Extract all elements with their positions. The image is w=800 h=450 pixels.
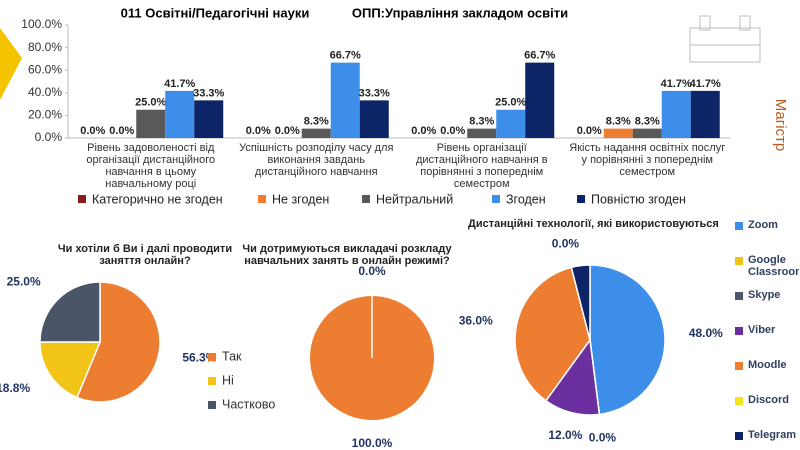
legend-swatch <box>735 222 743 230</box>
decoration <box>0 28 22 100</box>
bar <box>603 128 633 138</box>
pie-title: Чи хотіли б Ви і далі проводити заняття … <box>57 243 233 267</box>
data-label: 0.0% <box>80 125 105 137</box>
bar <box>690 90 720 138</box>
chart-title: 011 Освітні/Педагогічні науки <box>121 5 310 20</box>
data-label: 0.0% <box>577 125 602 137</box>
data-label: 66.7% <box>330 50 361 62</box>
legend-label: Нейтральний <box>376 192 453 206</box>
data-label: 100.0% <box>352 436 393 450</box>
legend-label: Категорично не згоден <box>92 192 223 206</box>
y-tick-label: 60.0% <box>28 62 62 76</box>
legend-swatch <box>492 195 500 203</box>
chart-subtitle: ОПП:Управління закладом освіти <box>352 5 568 20</box>
legend-label: Ні <box>222 373 234 387</box>
legend-swatch <box>735 397 743 405</box>
legend-swatch <box>78 195 86 203</box>
y-tick-label: 80.0% <box>28 40 62 54</box>
pie-slice <box>39 341 102 399</box>
data-label: 25.0% <box>7 275 41 289</box>
y-tick-label: 0.0% <box>35 130 63 144</box>
data-label: 8.3% <box>606 116 631 128</box>
legend-swatch <box>208 353 216 361</box>
y-tick-label: 20.0% <box>28 108 62 122</box>
pie-title: Чи дотримуються викладачі розкладу навча… <box>242 243 452 267</box>
data-label: 12.0% <box>548 428 582 442</box>
data-label: 33.3% <box>193 87 224 99</box>
data-label: 0.0% <box>552 236 580 250</box>
legend-swatch <box>735 432 743 440</box>
data-label: 41.7% <box>164 78 195 90</box>
data-label: 66.7% <box>524 50 555 62</box>
bar <box>165 90 195 138</box>
data-label: 25.0% <box>495 97 526 109</box>
data-label: 25.0% <box>135 97 166 109</box>
bar <box>301 128 331 138</box>
bar <box>496 109 526 138</box>
legend-label: Не згоден <box>272 192 329 206</box>
bar <box>136 109 166 138</box>
bar <box>661 90 691 138</box>
data-label: 41.7% <box>661 78 692 90</box>
legend-swatch <box>362 195 370 203</box>
legend-swatch <box>735 292 743 300</box>
data-label: 18.8% <box>0 381 30 395</box>
legend-label: Zoom <box>748 219 778 231</box>
legend-swatch <box>577 195 585 203</box>
data-label: 8.3% <box>469 116 494 128</box>
data-label: 36.0% <box>459 314 493 328</box>
data-label: 0.0% <box>411 125 436 137</box>
data-label: 0.0% <box>246 125 271 137</box>
bar <box>194 100 224 138</box>
x-tick-label: Успішність розподілу часу для виконання … <box>239 142 394 178</box>
pie-slice <box>76 281 161 403</box>
bar <box>359 100 389 138</box>
bar <box>467 128 497 138</box>
data-label: 0.0% <box>358 264 386 278</box>
legend-swatch <box>208 377 216 385</box>
pie-slice <box>589 264 666 416</box>
legend-label: Повністю згоден <box>591 192 686 206</box>
bar <box>330 62 360 139</box>
side-label: Магістр <box>772 99 789 152</box>
data-label: 0.0% <box>109 125 134 137</box>
data-label: 41.7% <box>690 78 721 90</box>
data-label: 33.3% <box>359 87 390 99</box>
pie-slice <box>514 266 591 402</box>
legend-swatch <box>735 327 743 335</box>
legend-swatch <box>735 257 743 265</box>
bar <box>632 128 662 138</box>
data-label: 8.3% <box>304 116 329 128</box>
x-tick-label: Рівень організації дистанційного навчанн… <box>415 142 548 190</box>
data-label: 0.0% <box>275 125 300 137</box>
legend-swatch <box>258 195 266 203</box>
legend-label: Viber <box>748 324 776 336</box>
pie-slice <box>570 264 591 341</box>
legend-label: Skype <box>748 289 781 301</box>
legend-label: Так <box>222 349 242 363</box>
data-label: 0.0% <box>440 125 465 137</box>
legend-swatch <box>208 401 216 409</box>
logo <box>689 15 761 63</box>
x-tick-label: Рівень задоволеності від організації дис… <box>86 142 216 190</box>
legend-label: Telegram <box>748 429 797 441</box>
legend-label: Google Classroom <box>748 254 799 278</box>
legend-label: Згоден <box>506 192 546 206</box>
y-tick-label: 100.0% <box>21 17 62 31</box>
data-label: 0.0% <box>589 430 617 444</box>
data-label: 48.0% <box>689 326 723 340</box>
data-label: 8.3% <box>635 116 660 128</box>
legend-swatch <box>735 362 743 370</box>
legend-label: Moodle <box>748 359 787 371</box>
y-tick-label: 40.0% <box>28 85 62 99</box>
legend-label: Частково <box>222 397 275 411</box>
pie-title: Дистанційні технології, які використовую… <box>468 218 719 230</box>
pie-slice <box>39 281 101 343</box>
x-tick-label: Якість надання освітніх послуг у порівня… <box>569 142 726 178</box>
legend-label: Discord <box>748 394 789 406</box>
bar <box>525 62 555 139</box>
